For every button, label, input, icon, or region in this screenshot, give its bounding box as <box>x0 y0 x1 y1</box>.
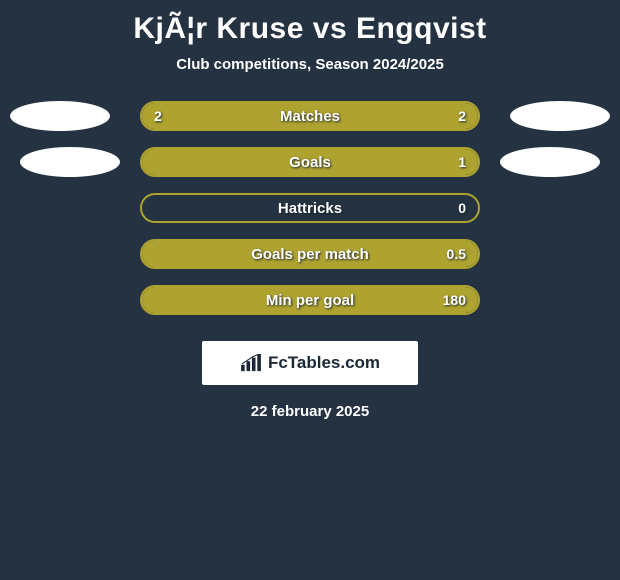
subtitle: Club competitions, Season 2024/2025 <box>0 50 620 93</box>
stat-bar-right-fill <box>142 241 478 267</box>
stat-row: 0Hattricks <box>0 185 620 231</box>
stat-bar: 180Min per goal <box>140 285 480 315</box>
stat-row: 1Goals <box>0 139 620 185</box>
stat-row: 0.5Goals per match <box>0 231 620 277</box>
stat-bar-right-fill <box>142 149 478 175</box>
stat-bar-left-fill <box>142 103 310 129</box>
stats-rows: 22Matches1Goals0Hattricks0.5Goals per ma… <box>0 93 620 323</box>
stat-label: Hattricks <box>142 195 478 221</box>
stat-bar: 0.5Goals per match <box>140 239 480 269</box>
brand-text: FcTables.com <box>268 353 380 373</box>
brand-box[interactable]: FcTables.com <box>202 341 418 385</box>
stat-bar-right-fill <box>142 287 478 313</box>
stat-value-right: 0.5 <box>447 241 466 267</box>
stat-bar: 0Hattricks <box>140 193 480 223</box>
player-left-marker <box>20 147 120 177</box>
stat-row: 180Min per goal <box>0 277 620 323</box>
bar-chart-icon <box>240 354 262 372</box>
stat-value-left: 2 <box>154 103 162 129</box>
player-right-marker <box>500 147 600 177</box>
stat-bar-right-fill <box>310 103 478 129</box>
player-right-marker <box>510 101 610 131</box>
stat-bar: 22Matches <box>140 101 480 131</box>
page-title: KjÃ¦r Kruse vs Engqvist <box>0 2 620 50</box>
stat-bar: 1Goals <box>140 147 480 177</box>
stat-row: 22Matches <box>0 93 620 139</box>
date-label: 22 february 2025 <box>0 385 620 438</box>
player-left-marker <box>10 101 110 131</box>
stat-value-right: 0 <box>458 195 466 221</box>
stat-value-right: 180 <box>443 287 466 313</box>
stat-value-right: 2 <box>458 103 466 129</box>
stat-value-right: 1 <box>458 149 466 175</box>
